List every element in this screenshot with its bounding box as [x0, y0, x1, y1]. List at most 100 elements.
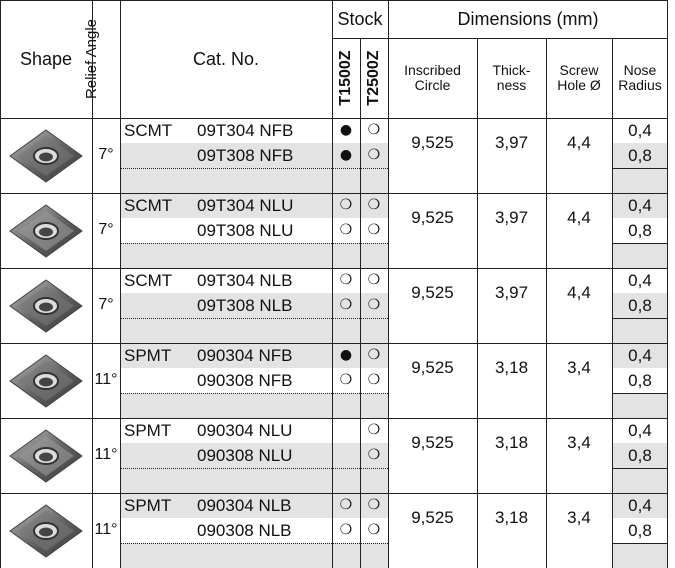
screw-hole: 4,4: [567, 208, 591, 228]
relief-angle: 11°: [94, 445, 118, 463]
row-divider-dotted: [120, 243, 388, 244]
column-line: [332, 0, 333, 568]
header-dim-col: Screw Hole Ø: [557, 62, 601, 93]
nose-radius: 0,4: [628, 495, 652, 515]
column-line: [388, 0, 389, 568]
stock-mark: ❍: [339, 272, 353, 289]
column-line: [92, 0, 93, 568]
cat-code: 09T308 NLU: [197, 220, 294, 240]
column-line: [612, 38, 613, 568]
stock-mark: ❍: [339, 222, 353, 239]
row-shade: [612, 193, 668, 218]
row-shade: [120, 193, 388, 218]
row-shade: [120, 468, 388, 493]
relief-angle: 7°: [98, 220, 114, 238]
stock-mark: ❍: [367, 522, 381, 539]
nose-radius: 0,4: [628, 420, 652, 440]
row-shade: [612, 243, 668, 268]
insert-shape: [9, 204, 83, 258]
cat-prefix: SPMT: [124, 345, 172, 365]
header-grade: T2500Z: [364, 50, 382, 106]
row-divider-dotted: [120, 468, 388, 469]
row-shade: [612, 318, 668, 343]
row-shade: [120, 393, 388, 418]
stock-mark: ❍: [367, 222, 381, 239]
group-divider: [0, 268, 668, 269]
thickness: 3,18: [494, 358, 529, 378]
nose-divider: [612, 393, 668, 394]
screw-hole: 3,4: [567, 358, 591, 378]
insert-shape: [9, 504, 83, 558]
cat-code: 090304 NLB: [197, 495, 292, 515]
cat-prefix: SPMT: [124, 420, 172, 440]
stock-mark: ❍: [339, 297, 353, 314]
inscribed-circle: 9,525: [411, 133, 454, 153]
cat-code: 090304 NLU: [197, 420, 293, 440]
cat-code: 090308 NFB: [197, 370, 293, 390]
table-top: [0, 0, 668, 1]
row-shade: [612, 293, 668, 318]
cat-prefix: SCMT: [124, 195, 173, 215]
nose-divider: [612, 318, 668, 319]
column-line: [0, 0, 1, 568]
header-dim-col: Inscribed Circle: [404, 62, 461, 93]
cat-code: 09T304 NLB: [197, 270, 293, 290]
relief-angle: 11°: [94, 520, 118, 538]
row-shade: [612, 168, 668, 193]
column-line: [477, 38, 478, 568]
cat-code: 090304 NFB: [197, 345, 293, 365]
inscribed-circle: 9,525: [411, 508, 454, 528]
group-divider: [0, 193, 668, 194]
column-line: [546, 38, 547, 568]
stock-mark: ❍: [367, 447, 381, 464]
insert-shape: [9, 129, 83, 183]
insert-shape: [9, 279, 83, 333]
stock-mark: ❍: [367, 197, 381, 214]
header-dim-col: Thick- ness: [492, 62, 531, 93]
cat-code: 09T304 NLU: [197, 195, 294, 215]
nose-divider: [612, 168, 668, 169]
nose-radius: 0,8: [628, 520, 652, 540]
row-shade: [120, 493, 388, 518]
screw-hole: 3,4: [567, 433, 591, 453]
nose-radius: 0,8: [628, 370, 652, 390]
row-shade: [612, 468, 668, 493]
nose-radius: 0,4: [628, 270, 652, 290]
header-cat-no: Cat. No.: [192, 48, 260, 69]
stock-mark: ❍: [339, 197, 353, 214]
stock-mark: ●: [339, 122, 353, 139]
nose-divider: [612, 468, 668, 469]
row-divider-dotted: [120, 543, 388, 544]
screw-hole: 4,4: [567, 283, 591, 303]
row-shade: [612, 143, 668, 168]
inscribed-circle: 9,525: [411, 283, 454, 303]
screw-hole: 4,4: [567, 133, 591, 153]
row-shade: [612, 543, 668, 568]
stock-mark: ❍: [367, 272, 381, 289]
cat-prefix: SCMT: [124, 120, 173, 140]
cat-code: 09T308 NFB: [197, 145, 294, 165]
nose-radius: 0,4: [628, 345, 652, 365]
header-divider: [332, 38, 668, 39]
row-shade: [120, 168, 388, 193]
column-line: [360, 38, 361, 568]
nose-divider: [612, 243, 668, 244]
nose-radius: 0,4: [628, 120, 652, 140]
row-shade: [120, 243, 388, 268]
cat-code: 09T308 NLB: [197, 295, 293, 315]
header-dim-col: Nose Radius: [618, 62, 662, 93]
stock-mark: ❍: [367, 147, 381, 164]
stock-mark: ❍: [339, 372, 353, 389]
nose-divider: [612, 543, 668, 544]
row-shade: [120, 293, 388, 318]
relief-angle: 7°: [98, 295, 114, 313]
cat-code: 09T304 NFB: [197, 120, 294, 140]
stock-mark: ❍: [367, 297, 381, 314]
nose-radius: 0,8: [628, 295, 652, 315]
row-shade: [120, 143, 388, 168]
column-line: [667, 0, 668, 568]
header-dimensions: Dimensions (mm): [457, 8, 599, 29]
row-divider-dotted: [120, 168, 388, 169]
stock-mark: ❍: [367, 497, 381, 514]
